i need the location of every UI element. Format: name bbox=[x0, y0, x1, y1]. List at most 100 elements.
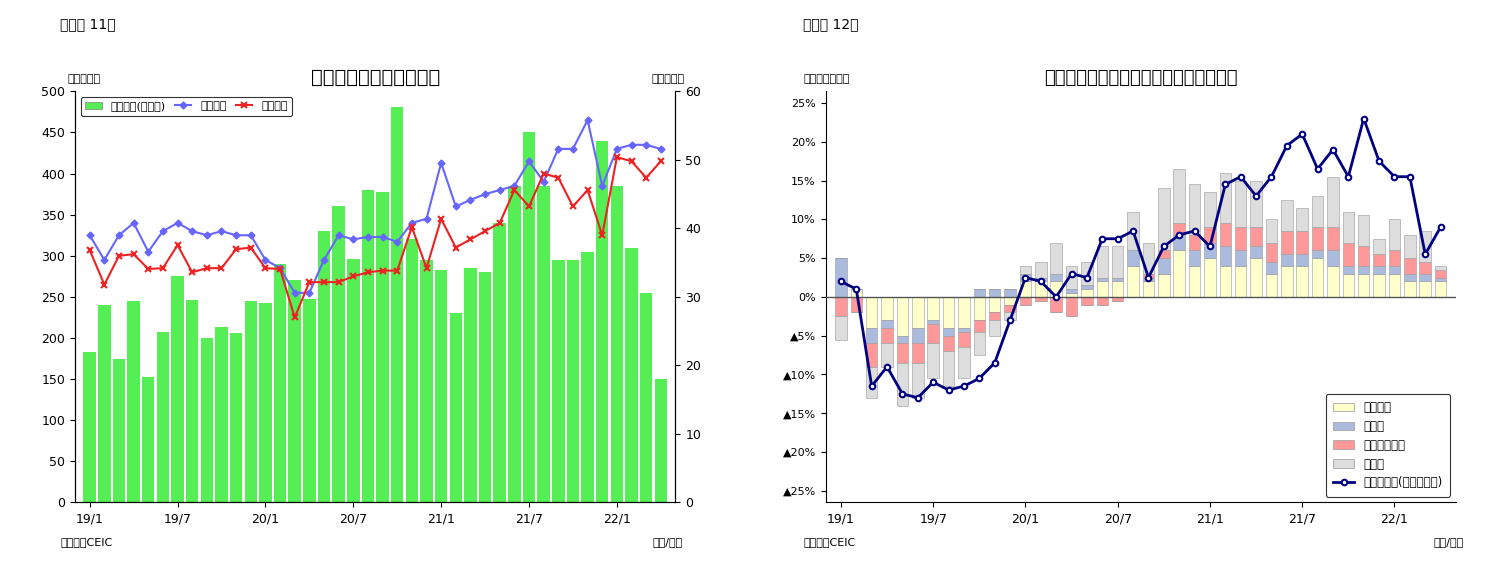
Bar bbox=[1358, 215, 1369, 247]
Bar bbox=[1312, 196, 1324, 227]
Bar bbox=[84, 352, 96, 502]
Bar bbox=[1373, 266, 1385, 274]
Bar bbox=[1280, 266, 1292, 297]
Bar bbox=[1004, 312, 1016, 320]
Bar bbox=[479, 272, 491, 502]
Text: （年/月）: （年/月） bbox=[1433, 537, 1463, 547]
Bar bbox=[1219, 266, 1231, 297]
Bar bbox=[1112, 278, 1123, 282]
Bar bbox=[1174, 223, 1184, 235]
Bar bbox=[1112, 282, 1123, 297]
Bar bbox=[1142, 282, 1154, 297]
Bar bbox=[420, 260, 432, 502]
Text: （資料）CEIC: （資料）CEIC bbox=[803, 537, 856, 547]
Text: （前年同期比）: （前年同期比） bbox=[803, 74, 850, 85]
Bar bbox=[1219, 173, 1231, 223]
Bar bbox=[974, 297, 985, 320]
Bar bbox=[1358, 266, 1369, 274]
Bar bbox=[1280, 200, 1292, 231]
Legend: 電子製品, 医薬品, 石油化学製品, その他, 非石油輸出(再輸出除く): 電子製品, 医薬品, 石油化学製品, その他, 非石油輸出(再輸出除く) bbox=[1325, 394, 1450, 497]
Bar bbox=[989, 297, 1001, 312]
Bar bbox=[1066, 289, 1078, 293]
Bar bbox=[98, 305, 111, 502]
Bar bbox=[958, 332, 970, 347]
Bar bbox=[522, 132, 536, 502]
Bar bbox=[1297, 266, 1307, 297]
Title: シンガポール　貿易収支: シンガポール 貿易収支 bbox=[311, 68, 440, 87]
Bar bbox=[866, 344, 878, 367]
Bar bbox=[1250, 258, 1262, 297]
Bar bbox=[1036, 297, 1046, 301]
Bar bbox=[552, 260, 564, 502]
Bar bbox=[245, 301, 257, 502]
Bar bbox=[881, 297, 893, 320]
Bar bbox=[1066, 293, 1078, 297]
Bar bbox=[201, 338, 213, 502]
Bar bbox=[1127, 212, 1139, 250]
Bar bbox=[1265, 219, 1277, 243]
Bar bbox=[974, 320, 985, 332]
Bar bbox=[1081, 262, 1093, 286]
Bar bbox=[1204, 258, 1216, 297]
Bar bbox=[362, 190, 374, 502]
Bar bbox=[866, 367, 878, 398]
Bar bbox=[881, 328, 893, 344]
Bar bbox=[377, 192, 389, 502]
Bar bbox=[1388, 266, 1400, 274]
Bar bbox=[1159, 274, 1169, 297]
Legend: 貿易収支(右目盛), 総輸出額, 総輸入額: 貿易収支(右目盛), 総輸出額, 総輸入額 bbox=[81, 97, 293, 116]
Bar bbox=[1327, 266, 1339, 297]
Bar bbox=[866, 297, 878, 328]
Bar bbox=[1388, 250, 1400, 266]
Bar bbox=[1403, 235, 1415, 258]
Bar bbox=[1435, 278, 1447, 282]
Bar bbox=[1189, 266, 1201, 297]
Bar bbox=[113, 359, 125, 502]
Bar bbox=[1112, 297, 1123, 301]
Bar bbox=[1403, 282, 1415, 297]
Bar bbox=[913, 344, 923, 363]
Bar bbox=[896, 297, 908, 336]
Bar bbox=[1142, 274, 1154, 278]
Bar bbox=[958, 297, 970, 328]
Bar bbox=[835, 258, 847, 297]
Bar bbox=[1066, 297, 1078, 316]
Bar bbox=[1342, 274, 1354, 297]
Bar bbox=[1051, 297, 1063, 312]
Bar bbox=[450, 313, 462, 502]
Bar bbox=[654, 379, 666, 502]
Bar bbox=[405, 239, 419, 502]
Bar bbox=[288, 280, 300, 502]
Bar bbox=[1051, 274, 1063, 282]
Bar bbox=[128, 301, 140, 502]
Bar bbox=[1174, 250, 1184, 297]
Bar bbox=[273, 264, 287, 502]
Bar bbox=[1004, 305, 1016, 312]
Bar bbox=[347, 259, 360, 502]
Bar bbox=[1373, 274, 1385, 297]
Text: （億ドル）: （億ドル） bbox=[651, 74, 684, 85]
Text: （億ドル）: （億ドル） bbox=[68, 74, 101, 85]
Bar bbox=[1112, 247, 1123, 278]
Bar bbox=[958, 328, 970, 332]
Bar bbox=[1342, 243, 1354, 266]
Bar bbox=[1066, 266, 1078, 289]
Bar bbox=[1235, 250, 1246, 266]
Bar bbox=[896, 363, 908, 405]
Bar bbox=[639, 293, 653, 502]
Bar bbox=[1420, 282, 1430, 297]
Bar bbox=[1435, 282, 1447, 297]
Bar bbox=[1142, 278, 1154, 282]
Bar bbox=[1019, 266, 1031, 274]
Bar bbox=[596, 140, 608, 502]
Bar bbox=[1204, 243, 1216, 258]
Bar bbox=[1036, 262, 1046, 278]
Bar bbox=[567, 260, 579, 502]
Bar bbox=[1081, 286, 1093, 289]
Bar bbox=[881, 320, 893, 328]
Bar bbox=[896, 344, 908, 363]
Bar bbox=[1250, 247, 1262, 258]
Bar bbox=[835, 316, 847, 340]
Bar bbox=[928, 297, 940, 320]
Text: （資料）CEIC: （資料）CEIC bbox=[60, 537, 113, 547]
